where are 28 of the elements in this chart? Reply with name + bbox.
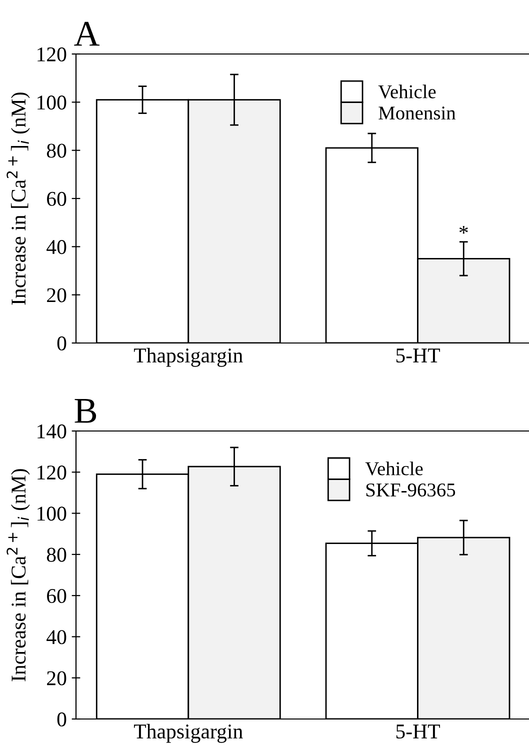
legend-label: Monensin — [378, 106, 456, 120]
legend-label: SKF-96365 — [366, 483, 456, 497]
x-tick-label: 5-HT — [396, 724, 440, 739]
y-tick-label: 60 — [47, 588, 66, 604]
y-tick-label: 40 — [46, 240, 66, 254]
y-tick-label: 100 — [38, 96, 66, 110]
legend-label: Vehicle — [365, 462, 423, 476]
y-tick-label: 0 — [57, 336, 66, 350]
legend-label: Vehicle — [378, 84, 436, 98]
y-tick-label: 0 — [57, 712, 66, 726]
y-tick-label: 140 — [38, 424, 66, 438]
y-tick-label: 20 — [47, 671, 66, 686]
y-tick-label: 120 — [38, 47, 66, 62]
x-tick-label: Thapsigargin — [134, 724, 243, 743]
y-tick-label: 100 — [38, 506, 66, 521]
y-axis-title: Increase in [Ca$^{2+}$]$_{i}$ (nM) — [6, 92, 30, 305]
x-tick-label: Thapsigargin — [134, 348, 243, 367]
y-tick-label: 20 — [47, 288, 66, 302]
chart-title: B — [74, 399, 96, 423]
y-tick-label: 40 — [46, 630, 66, 644]
y-tick-label: 80 — [46, 144, 66, 158]
y-tick-label: 120 — [38, 466, 66, 480]
y-tick-label: 80 — [46, 548, 66, 562]
y-axis-title: Increase in [Ca$^{2+}$]$_{i}$ (nM) — [6, 469, 30, 682]
y-tick-label: 60 — [47, 192, 66, 206]
chart-title: A — [74, 22, 100, 46]
annotation: * — [459, 226, 468, 234]
x-tick-label: 5-HT — [396, 348, 440, 363]
